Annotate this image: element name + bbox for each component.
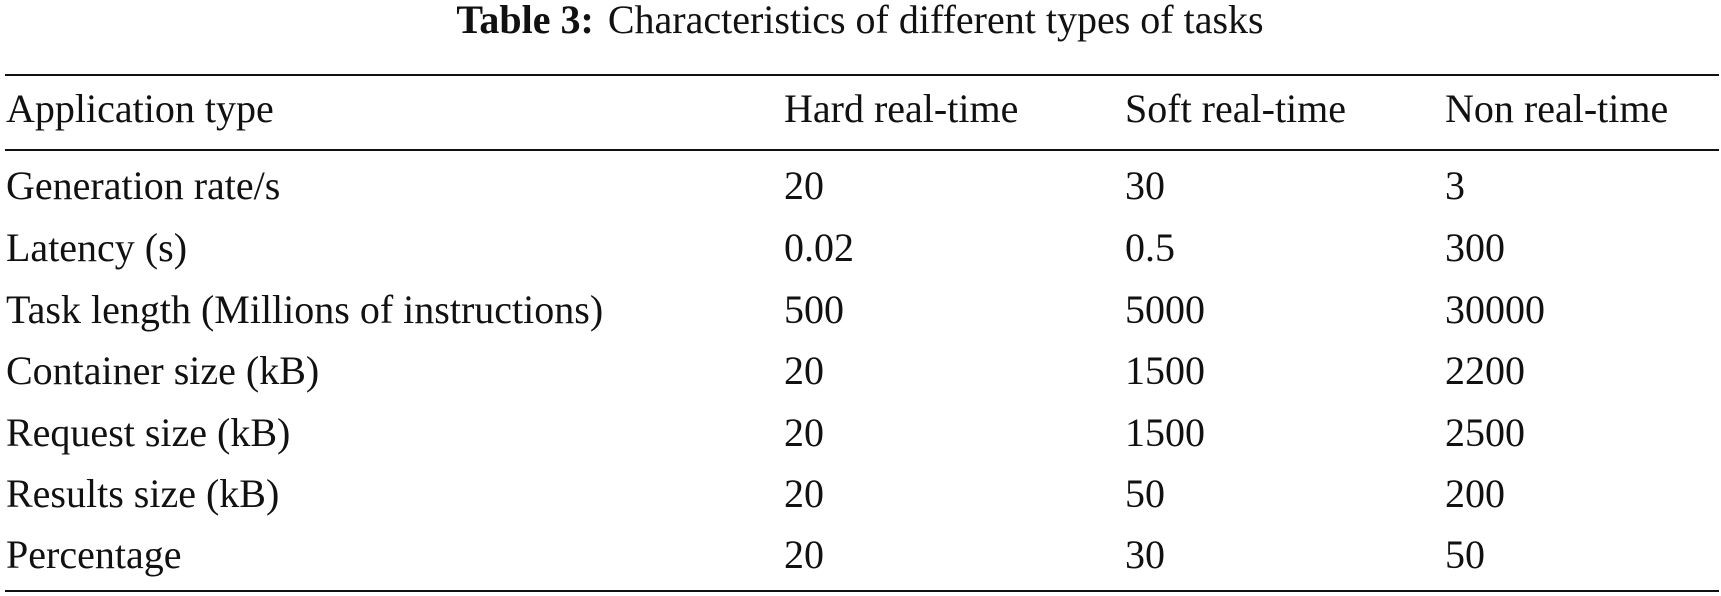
table-cell: 1500 xyxy=(1125,410,1205,455)
table-cell: 20 xyxy=(784,532,824,577)
row-label: Task length (Millions of instructions) xyxy=(6,287,603,332)
table-cell: 0.02 xyxy=(784,225,854,270)
table-cell: 30000 xyxy=(1445,287,1545,332)
table-cell: 2500 xyxy=(1445,410,1525,455)
table-cell: 2200 xyxy=(1445,348,1525,393)
caption-label: Table 3: xyxy=(456,0,593,42)
row-label: Container size (kB) xyxy=(6,348,319,393)
table-cell: 20 xyxy=(784,163,824,208)
table-cell: 0.5 xyxy=(1125,225,1175,270)
table-cell: 20 xyxy=(784,348,824,393)
table-cell: 5000 xyxy=(1125,287,1205,332)
header-cell: Hard real-time xyxy=(784,86,1018,131)
table-cell: 20 xyxy=(784,410,824,455)
header-cell: Application type xyxy=(6,86,274,131)
caption-text: Characteristics of different types of ta… xyxy=(608,0,1264,42)
table-cell: 1500 xyxy=(1125,348,1205,393)
row-label: Results size (kB) xyxy=(6,471,279,516)
row-label: Percentage xyxy=(6,532,181,577)
table-cell: 50 xyxy=(1445,532,1485,577)
header-cell: Soft real-time xyxy=(1125,86,1346,131)
table-cell: 20 xyxy=(784,471,824,516)
table-cell: 300 xyxy=(1445,225,1505,270)
header-cell: Non real-time xyxy=(1445,86,1668,131)
row-label: Request size (kB) xyxy=(6,410,290,455)
table-cell: 30 xyxy=(1125,163,1165,208)
table-cell: 500 xyxy=(784,287,844,332)
table-cell: 3 xyxy=(1445,163,1465,208)
table-cell: 30 xyxy=(1125,532,1165,577)
table-cell: 50 xyxy=(1125,471,1165,516)
table-cell: 200 xyxy=(1445,471,1505,516)
table-caption: Table 3: Characteristics of different typ… xyxy=(456,0,1263,42)
row-label: Generation rate/s xyxy=(6,163,280,208)
row-label: Latency (s) xyxy=(6,225,187,270)
